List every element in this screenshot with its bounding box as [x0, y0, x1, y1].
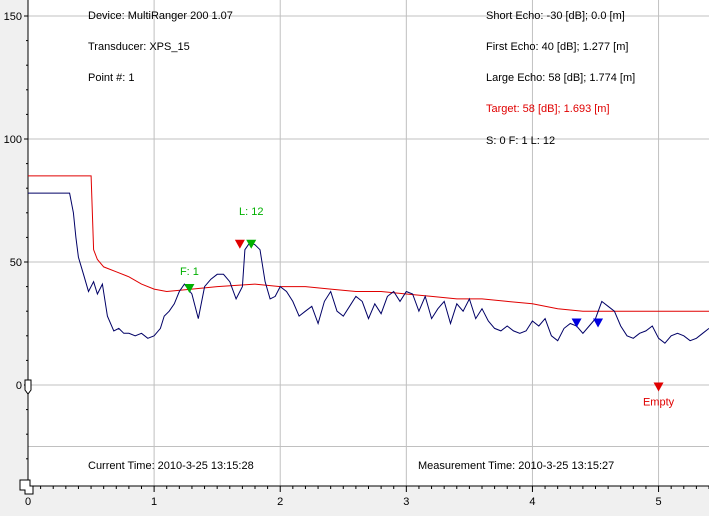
x-tick-label: 3: [403, 496, 409, 508]
target-info: Target: 58 [dB]; 1.693 [m]: [486, 103, 610, 115]
short-echo-info: Short Echo: -30 [dB]; 0.0 [m]: [486, 10, 625, 22]
y-tick-label: 100: [4, 134, 22, 146]
y-tick-label: 150: [4, 11, 22, 23]
green-marker-icon: [246, 239, 257, 249]
empty-label: Empty: [643, 396, 675, 408]
point-info: Point #: 1: [88, 72, 134, 84]
first-echo-info: First Echo: 40 [dB]; 1.277 [m]: [486, 41, 628, 53]
green-marker-icon: [184, 284, 195, 294]
x-tick-label: 2: [277, 496, 283, 508]
y-tick-label: 0: [16, 380, 22, 392]
y-axis-handle[interactable]: [24, 379, 32, 395]
large-echo-info: Large Echo: 58 [dB]; 1.774 [m]: [486, 72, 635, 84]
x-tick-label: 0: [25, 496, 31, 508]
blue-marker-icon: [593, 318, 604, 328]
x-tick-label: 1: [151, 496, 157, 508]
y-tick-label: 50: [10, 257, 22, 269]
blue-marker-icon: [571, 318, 582, 328]
gridlines: [28, 0, 709, 486]
x-axis-ticks: 0 1 2 3 4 5: [25, 486, 709, 508]
first-label: F: 1: [180, 266, 199, 278]
large-label: L: 12: [239, 206, 263, 218]
measurement-time: Measurement Time: 2010-3-25 13:15:27: [418, 460, 614, 472]
device-info: Device: MultiRanger 200 1.07: [88, 10, 233, 22]
red-marker-icon: [653, 382, 664, 392]
plot-area: [28, 0, 709, 486]
current-time: Current Time: 2010-3-25 13:15:28: [88, 460, 254, 472]
origin-handle[interactable]: [19, 479, 34, 495]
red-marker-icon: [234, 239, 245, 249]
echo-markers: F: 1 L: 12 Empty: [180, 206, 675, 409]
transducer-info: Transducer: XPS_15: [88, 41, 190, 53]
x-tick-label: 4: [529, 496, 535, 508]
y-axis-ticks: 150 100 50 0: [4, 11, 28, 484]
tvt-curve: [28, 175, 709, 312]
sfl-info: S: 0 F: 1 L: 12: [486, 135, 555, 147]
x-tick-label: 5: [655, 496, 661, 508]
